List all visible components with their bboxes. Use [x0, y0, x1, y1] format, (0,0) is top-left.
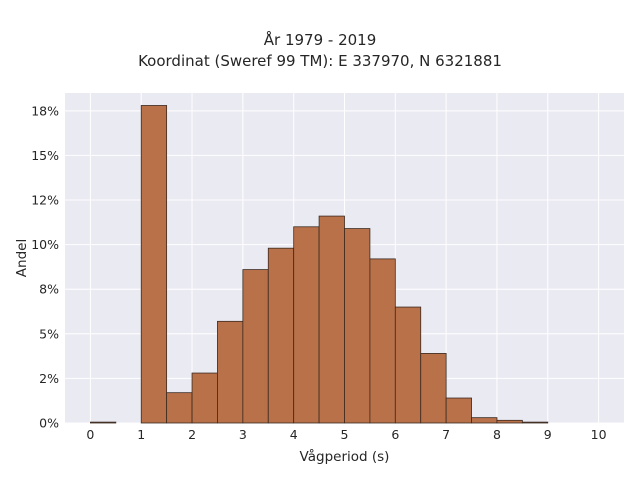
histogram-bar — [191, 372, 218, 424]
bars — [90, 105, 549, 424]
histogram-bar — [90, 421, 117, 424]
x-axis-label: Vågperiod (s) — [300, 448, 390, 465]
histogram-bar — [445, 397, 472, 424]
histogram-bar — [293, 226, 320, 424]
x-tick-label: 0 — [86, 427, 94, 442]
y-tick-label: 12% — [31, 193, 59, 208]
x-tick-label: 3 — [239, 427, 247, 442]
histogram-bar — [496, 419, 523, 424]
x-tick-label: 7 — [442, 427, 450, 442]
histogram-bar — [521, 421, 549, 424]
histogram-bar — [217, 320, 244, 424]
x-tick-label: 1 — [137, 427, 145, 442]
y-axis-label: Andel — [14, 239, 30, 277]
y-tick-label: 8% — [39, 282, 59, 297]
histogram-bar — [166, 392, 193, 424]
histogram-bar — [344, 228, 371, 424]
x-tick-label: 9 — [544, 427, 552, 442]
y-tick-label: 2% — [39, 371, 59, 386]
chart-title-line-1: År 1979 - 2019 — [263, 31, 377, 49]
histogram-bar — [369, 258, 396, 424]
chart-subtitle: Koordinat (Sweref 99 TM): E 337970, N 63… — [138, 52, 502, 70]
histogram-bar — [318, 215, 345, 424]
y-tick-label: 5% — [39, 326, 59, 341]
x-tick-label: 4 — [290, 427, 298, 442]
histogram-bar — [140, 105, 168, 424]
histogram-bar — [471, 417, 498, 424]
x-tick-label: 6 — [391, 427, 399, 442]
histogram-bar — [242, 269, 269, 424]
chart-title: År 1979 - 2019 Koordinat (Sweref 99 TM):… — [0, 30, 640, 72]
histogram-bar — [267, 247, 295, 424]
y-tick-label: 0% — [39, 416, 59, 431]
x-tick-label: 10 — [591, 427, 607, 442]
y-tick-label: 15% — [31, 148, 59, 163]
y-tick-label: 10% — [31, 237, 59, 252]
x-tick-label: 2 — [188, 427, 196, 442]
x-axis-ticks: 0 1 2 3 4 5 6 7 8 9 10 — [86, 427, 606, 442]
x-tick-label: 8 — [493, 427, 501, 442]
histogram-bar — [394, 306, 422, 424]
y-axis-ticks: 0% 2% 5% 8% 10% 12% 15% 18% — [31, 103, 59, 430]
x-tick-label: 5 — [341, 427, 349, 442]
y-tick-label: 18% — [31, 103, 59, 118]
histogram-bar — [420, 353, 447, 424]
